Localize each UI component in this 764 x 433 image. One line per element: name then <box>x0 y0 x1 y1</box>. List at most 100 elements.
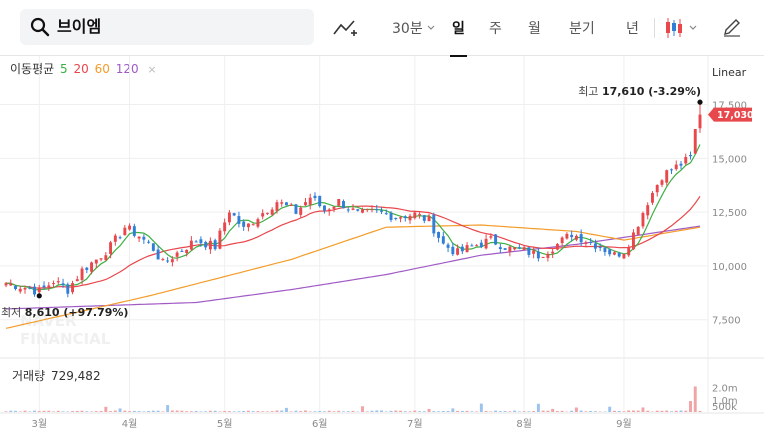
candle-body <box>4 283 8 286</box>
candle-body <box>651 192 654 203</box>
candle-body <box>246 223 250 228</box>
interval-quarter[interactable]: 분기 <box>569 0 595 56</box>
x-tick-label: 6월 <box>312 418 328 430</box>
volume-bar <box>555 411 559 412</box>
candle-body <box>555 244 559 250</box>
volume-bar <box>47 410 51 412</box>
volume-bar <box>679 410 683 412</box>
candle-body <box>137 236 141 239</box>
close-icon[interactable]: × <box>147 63 157 76</box>
volume-bar <box>574 407 578 412</box>
interval-year[interactable]: 년 <box>626 0 639 56</box>
interval-day[interactable]: 일 <box>450 0 467 57</box>
candle-body <box>342 201 345 209</box>
candle-body <box>622 254 626 259</box>
candle-body <box>346 209 350 211</box>
volume-tick-label: 1.0m <box>712 396 738 407</box>
candle-body <box>612 252 616 255</box>
volume-bar <box>612 410 616 412</box>
candle-body <box>579 234 583 243</box>
volume-bar <box>218 411 222 412</box>
candle-body <box>422 215 426 221</box>
candle-body <box>284 202 288 206</box>
volume-bar <box>446 411 450 412</box>
volume-bar <box>199 411 203 412</box>
volume-bar <box>289 411 293 412</box>
volume-bar <box>399 410 402 412</box>
candle-body <box>484 238 488 249</box>
volume-bar <box>527 411 531 412</box>
candle-body <box>71 283 75 293</box>
interval-30min[interactable]: 30분 <box>392 0 435 56</box>
candle-body <box>384 213 388 215</box>
candle-body <box>551 251 555 254</box>
volume-bar <box>113 410 117 412</box>
volume-bar <box>332 411 336 412</box>
candle-body <box>356 209 360 211</box>
volume-bar <box>475 411 479 412</box>
volume-bar <box>213 410 217 412</box>
candle-body <box>18 288 22 292</box>
candle-body <box>465 245 469 253</box>
candle-body <box>161 259 165 261</box>
interval-year-label: 년 <box>626 21 639 37</box>
line-chart-plus-icon[interactable] <box>332 16 358 40</box>
volume-bar <box>427 408 431 412</box>
volume-bar <box>641 407 645 412</box>
candle-body <box>636 226 640 235</box>
volume-bar <box>546 410 550 412</box>
volume-bar <box>608 406 612 412</box>
candle-body <box>679 163 683 166</box>
candlestick-icon[interactable] <box>664 16 700 40</box>
volume-bar <box>223 411 227 412</box>
volume-bar <box>189 411 193 412</box>
volume-bar <box>256 411 260 412</box>
volume-tick-label: 2.0m <box>712 384 738 395</box>
volume-bar <box>631 410 635 412</box>
volume-bar <box>508 411 512 412</box>
pencil-icon[interactable] <box>722 17 742 37</box>
candle-body <box>194 241 198 243</box>
candle-body <box>665 170 669 183</box>
volume-bar <box>280 410 284 412</box>
toolbar-divider <box>654 18 655 38</box>
scale-mode-button[interactable]: Linear <box>712 66 747 79</box>
candle-body <box>299 207 303 215</box>
volume-bar <box>161 411 165 412</box>
candle-body <box>418 214 422 216</box>
candle-body <box>475 245 479 247</box>
volume-bar <box>246 410 250 412</box>
ma20-label: 20 <box>73 62 89 76</box>
volume-bar <box>384 411 388 412</box>
volume-bar <box>522 411 526 412</box>
candle-body <box>308 197 312 205</box>
interval-week[interactable]: 주 <box>489 0 502 56</box>
candle-body <box>218 230 222 249</box>
candle-body <box>351 208 355 210</box>
volume-bar <box>437 411 441 412</box>
volume-bar <box>670 411 673 412</box>
candle-body <box>432 214 436 234</box>
candle-body <box>23 287 27 290</box>
candle-body <box>389 213 393 220</box>
volume-bar <box>551 408 555 412</box>
y-tick-label: 7,500 <box>712 316 741 327</box>
volume-bar <box>37 411 41 412</box>
interval-month[interactable]: 월 <box>528 0 541 56</box>
volume-bar <box>560 410 564 412</box>
volume-bar <box>627 410 631 412</box>
search-box[interactable]: 브이엠 <box>20 9 314 45</box>
volume-bar <box>299 411 303 412</box>
candle-body <box>80 268 84 280</box>
y-tick-label: 10,000 <box>712 262 747 273</box>
search-query[interactable]: 브이엠 <box>57 17 102 36</box>
candle-body <box>166 260 170 262</box>
ma60-line <box>5 224 701 329</box>
volume-bar <box>646 410 650 412</box>
candle-body <box>180 250 184 252</box>
candle-body <box>251 224 255 226</box>
volume-bar <box>660 410 664 412</box>
candle-body <box>280 202 284 204</box>
candle-body <box>28 287 32 289</box>
